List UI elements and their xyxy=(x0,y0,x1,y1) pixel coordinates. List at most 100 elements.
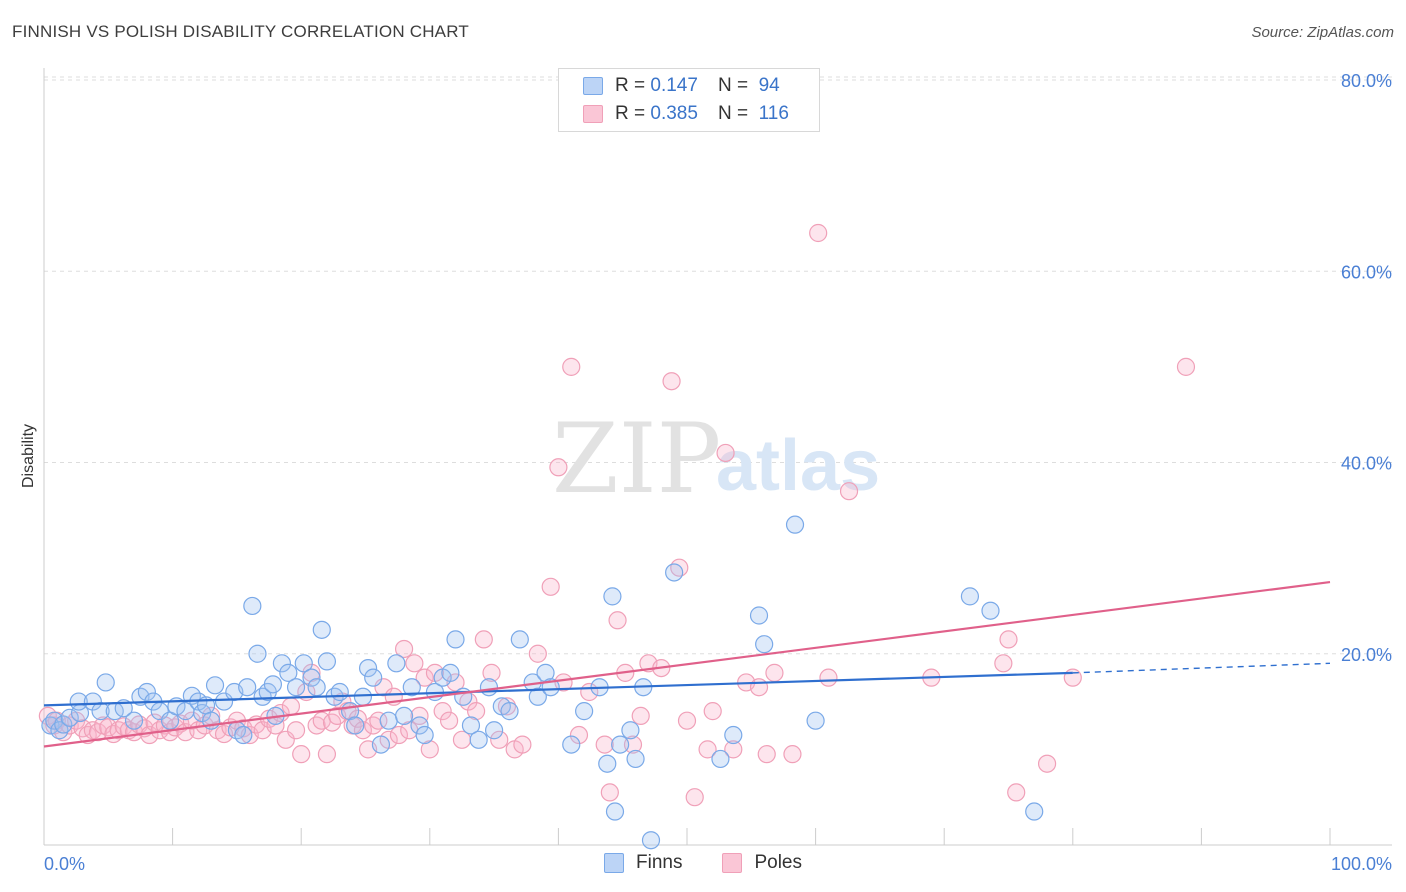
source-label: Source: ZipAtlas.com xyxy=(1251,24,1394,41)
poles-point xyxy=(562,357,581,376)
poles-point xyxy=(389,725,409,745)
finns-point xyxy=(626,749,645,769)
watermark-atlas: atlas xyxy=(716,426,880,506)
poles-point xyxy=(698,740,717,759)
finns-point xyxy=(137,682,156,702)
poles-point xyxy=(405,654,424,673)
x-tick-label-min: 0.0% xyxy=(44,854,85,874)
finns-point xyxy=(479,678,499,697)
finns-point xyxy=(364,668,383,687)
poles-point xyxy=(623,735,643,754)
y-axis-label: Disability xyxy=(20,424,37,488)
finns-point xyxy=(785,515,805,534)
finns-point xyxy=(83,692,102,711)
legend-swatch-poles xyxy=(583,105,603,123)
poles-point xyxy=(541,577,560,596)
finns-point xyxy=(749,606,769,625)
finns-point xyxy=(461,716,481,735)
poles-point xyxy=(662,372,681,391)
watermark-zip: ZIP xyxy=(552,403,721,515)
finns-point xyxy=(394,706,414,726)
y-tick-label: 80.0% xyxy=(1341,71,1392,91)
finns-point xyxy=(243,596,262,616)
finns-point xyxy=(454,687,473,706)
legend-n-label: N = xyxy=(717,103,749,124)
poles-point xyxy=(549,458,568,477)
bottom-legend: Finns Poles xyxy=(0,852,1406,874)
legend-row-finns: R = 0.147 N = 94 xyxy=(583,73,780,99)
finns-point xyxy=(69,692,88,711)
tick-layer: 20.0% 40.0% 60.0% 80.0% 0.0% 100.0% xyxy=(43,71,1392,874)
poles-point xyxy=(703,702,722,721)
legend-n-value: 94 xyxy=(758,75,780,96)
poles-point xyxy=(1007,783,1026,802)
finns-point xyxy=(528,687,547,706)
finns-point xyxy=(387,654,406,673)
poles-point xyxy=(528,644,547,663)
poles-point xyxy=(994,654,1013,673)
poles-point xyxy=(1176,357,1196,376)
finns-point xyxy=(307,678,326,697)
poles-point xyxy=(839,482,859,501)
finns-point xyxy=(605,802,625,821)
finns-point xyxy=(500,702,519,721)
finns-point xyxy=(446,630,465,649)
poles-point xyxy=(809,223,828,243)
poles-point xyxy=(474,630,493,649)
finns-point xyxy=(330,682,349,702)
bottom-legend-label-finns: Finns xyxy=(636,852,683,873)
poles-point xyxy=(369,711,388,730)
finns-point xyxy=(96,673,115,692)
poles-point xyxy=(716,443,735,463)
poles-point xyxy=(1037,754,1057,773)
axis-layer xyxy=(43,68,1392,846)
legend-r-value: 0.147 xyxy=(650,75,698,96)
poles-point xyxy=(281,697,301,716)
legend: R = 0.147 N = 94 R = 0.385 N = 116 xyxy=(558,68,820,132)
poles-point xyxy=(685,788,704,807)
finns-point xyxy=(562,735,581,754)
x-tick-label-max: 100.0% xyxy=(1331,854,1392,874)
watermark: ZIP atlas xyxy=(552,403,880,515)
poles-point xyxy=(749,678,769,697)
bottom-legend-poles: Poles xyxy=(722,852,802,874)
poles-point xyxy=(757,745,776,764)
finns-point xyxy=(60,708,79,727)
finns-point xyxy=(724,725,743,745)
finns-point xyxy=(312,620,331,639)
finns-point xyxy=(575,702,594,721)
poles-point xyxy=(415,668,434,687)
poles-point xyxy=(497,697,517,716)
finns-point xyxy=(205,676,225,695)
finns-trend-extension xyxy=(1072,662,1331,674)
poles-point xyxy=(783,745,802,764)
finns-point xyxy=(960,587,980,606)
finns-point xyxy=(1025,802,1044,821)
finns-point xyxy=(263,675,283,694)
finns-point xyxy=(469,730,488,749)
poles-point xyxy=(600,783,619,802)
trend-layer xyxy=(43,580,1331,748)
legend-row-poles: R = 0.385 N = 116 xyxy=(583,101,789,127)
poles-trend-line xyxy=(43,580,1331,748)
poles-point xyxy=(482,663,501,682)
legend-r-value: 0.385 xyxy=(650,103,698,124)
finns-point xyxy=(665,563,684,582)
finns-point xyxy=(402,678,421,697)
poles-point xyxy=(420,740,439,759)
finns-point xyxy=(410,716,429,735)
finns-point xyxy=(45,711,64,730)
finns-point xyxy=(981,601,1000,620)
poles-point xyxy=(819,668,838,687)
bottom-legend-swatch-finns xyxy=(604,853,624,873)
poles-point xyxy=(292,745,311,764)
legend-r-label: R = xyxy=(615,103,646,124)
poles-point xyxy=(513,735,532,754)
bottom-legend-finns: Finns xyxy=(604,852,682,874)
poles-point xyxy=(433,702,452,721)
poles-point xyxy=(677,711,697,730)
poles-point xyxy=(286,721,306,740)
poles-point xyxy=(595,735,614,754)
legend-swatch-finns xyxy=(583,77,603,95)
